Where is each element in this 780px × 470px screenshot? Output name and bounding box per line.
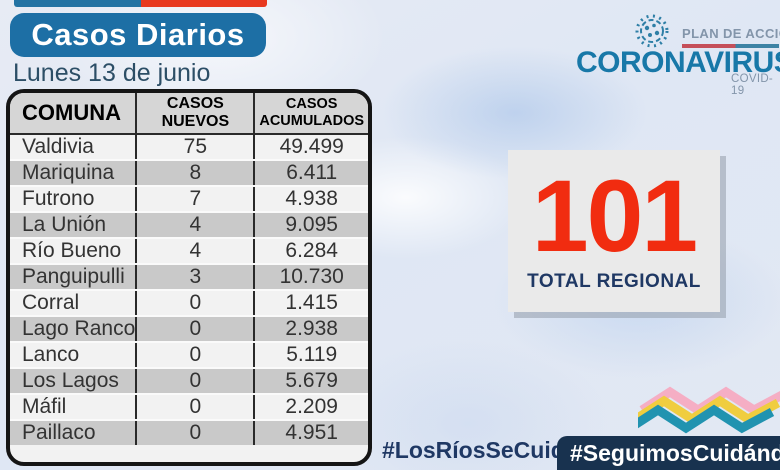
cell-casos-acumulados: 9.095	[253, 213, 368, 237]
date-label: Lunes 13 de junio	[13, 59, 211, 87]
table-row: Panguipulli 3 10.730	[10, 265, 368, 291]
cell-casos-acumulados: 49.499	[253, 135, 368, 159]
cell-casos-acumulados: 6.411	[253, 161, 368, 185]
cell-casos-nuevos: 8	[135, 161, 253, 185]
page-title-banner: Casos Diarios	[10, 13, 266, 57]
plan-de-accion-label: PLAN DE ACCIÓN	[682, 26, 780, 41]
cell-casos-acumulados: 6.284	[253, 239, 368, 263]
cell-casos-nuevos: 0	[135, 291, 253, 315]
cell-casos-nuevos: 4	[135, 239, 253, 263]
cell-casos-nuevos: 0	[135, 395, 253, 419]
cell-casos-acumulados: 2.209	[253, 395, 368, 419]
table-row: La Unión 4 9.095	[10, 213, 368, 239]
cell-casos-acumulados: 5.679	[253, 369, 368, 393]
cell-comuna: Máfil	[22, 395, 67, 418]
cell-casos-nuevos: 4	[135, 213, 253, 237]
cell-casos-nuevos: 0	[135, 369, 253, 393]
cell-comuna: Mariquina	[22, 161, 115, 184]
virus-icon	[635, 14, 669, 48]
cell-comuna: Corral	[22, 291, 80, 314]
cell-casos-acumulados: 1.415	[253, 291, 368, 315]
total-regional-card: 101 TOTAL REGIONAL	[508, 150, 720, 312]
cell-casos-nuevos: 0	[135, 421, 253, 445]
hashtag-seguimos-box: #SeguimosCuidándonos	[557, 436, 780, 470]
table-row: Paillaco 0 4.951	[10, 421, 368, 445]
flag-red-segment	[141, 0, 267, 7]
cell-casos-nuevos: 0	[135, 343, 253, 367]
cell-comuna: Valdivia	[22, 135, 94, 158]
column-header-casos-acumulados: CASOS ACUMULADOS	[253, 93, 368, 133]
cell-comuna: La Unión	[22, 213, 107, 236]
table-row: Mariquina 8 6.411	[10, 161, 368, 187]
table-header-row: COMUNA CASOS NUEVOS CASOS ACUMULADOS	[10, 93, 368, 135]
coronavirus-wordmark: CORONAVIRUS	[576, 46, 780, 79]
cases-table: COMUNA CASOS NUEVOS CASOS ACUMULADOS Val…	[6, 89, 372, 466]
cell-casos-acumulados: 10.730	[253, 265, 368, 289]
table-row: Río Bueno 4 6.284	[10, 239, 368, 265]
table-row: Lago Ranco 0 2.938	[10, 317, 368, 343]
covid19-label: COVID-19	[731, 73, 774, 97]
page-title: Casos Diarios	[31, 17, 245, 52]
cell-casos-nuevos: 7	[135, 187, 253, 211]
cell-comuna: Lanco	[22, 343, 80, 366]
total-regional-value: 101	[531, 159, 698, 273]
table-row: Futrono 7 4.938	[10, 187, 368, 213]
cell-comuna: Futrono	[22, 187, 95, 210]
table-row: Lanco 0 5.119	[10, 343, 368, 369]
table-body: Valdivia 75 49.499 Mariquina 8 6.411 Fut…	[10, 135, 368, 445]
cell-casos-nuevos: 3	[135, 265, 253, 289]
cell-comuna: Lago Ranco	[22, 317, 136, 340]
column-header-casos-nuevos: CASOS NUEVOS	[135, 93, 253, 133]
cell-casos-acumulados: 2.938	[253, 317, 368, 341]
cell-comuna: Los Lagos	[22, 369, 119, 392]
cell-casos-acumulados: 4.951	[253, 421, 368, 445]
flag-blue-segment	[14, 0, 141, 7]
cell-casos-acumulados: 4.938	[253, 187, 368, 211]
zigzag-decoration	[638, 386, 780, 434]
cell-casos-nuevos: 75	[135, 135, 253, 159]
cell-comuna: Panguipulli	[22, 265, 125, 288]
column-header-comuna: COMUNA	[22, 100, 121, 125]
cell-casos-acumulados: 5.119	[253, 343, 368, 367]
total-regional-label: TOTAL REGIONAL	[527, 271, 701, 292]
table-row: Valdivia 75 49.499	[10, 135, 368, 161]
plan-underline-bar	[682, 44, 779, 48]
chile-flag-ribbon	[14, 0, 267, 7]
table-row: Corral 0 1.415	[10, 291, 368, 317]
cell-comuna: Río Bueno	[22, 239, 122, 262]
hashtag-seguimos: #SeguimosCuidándonos	[570, 440, 780, 466]
hashtag-losrios: #LosRíosSeCuida	[382, 437, 578, 463]
cell-casos-nuevos: 0	[135, 317, 253, 341]
table-row: Máfil 0 2.209	[10, 395, 368, 421]
table-row: Los Lagos 0 5.679	[10, 369, 368, 395]
cell-comuna: Paillaco	[22, 421, 96, 444]
